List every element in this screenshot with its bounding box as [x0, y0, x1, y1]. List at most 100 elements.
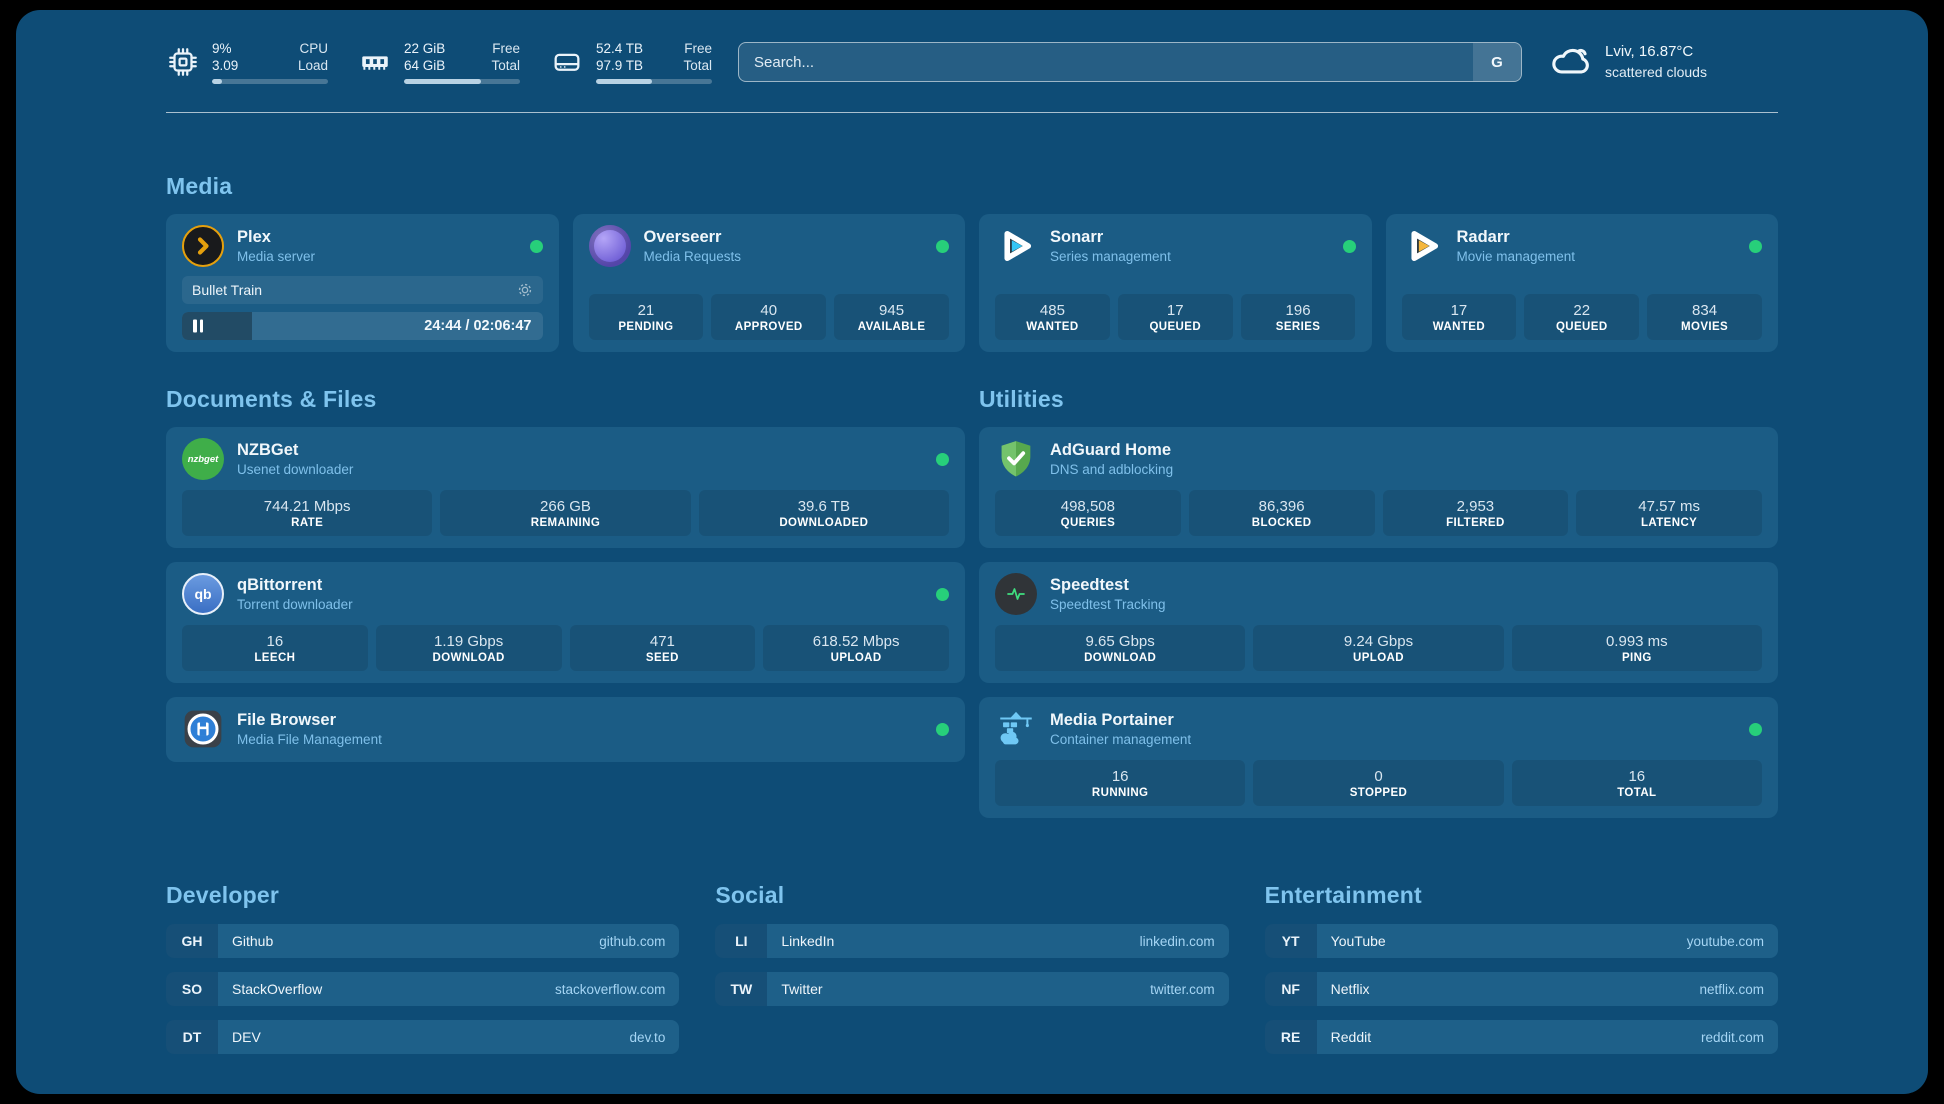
card-filebrowser[interactable]: File Browser Media File Management — [166, 697, 965, 762]
social-links-group: Social LI LinkedIn linkedin.com TW Twitt… — [715, 882, 1229, 1054]
portainer-icon — [995, 708, 1037, 750]
disk-labels: Free Total — [683, 40, 712, 73]
stat-running: 16 RUNNING — [995, 760, 1246, 806]
card-overseerr[interactable]: Overseerr Media Requests 21 PENDING 40 A… — [572, 214, 965, 352]
card-portainer[interactable]: Media Portainer Container management 16 … — [979, 697, 1778, 818]
gear-icon[interactable] — [517, 282, 533, 298]
stat-rate: 744.21 Mbps RATE — [182, 490, 433, 536]
app-name: qBittorrent — [237, 575, 323, 594]
status-dot — [936, 587, 949, 601]
link-linkedin[interactable]: LI LinkedIn linkedin.com — [715, 924, 1229, 958]
search-engine-button[interactable]: G — [1473, 43, 1521, 81]
pause-icon[interactable] — [193, 319, 203, 333]
search-input[interactable] — [739, 43, 1473, 81]
nzbget-icon: nzbget — [182, 438, 224, 480]
stat-series: 196 SERIES — [1240, 294, 1356, 340]
status-dot — [936, 239, 949, 253]
card-sonarr[interactable]: Sonarr Series management 485 WANTED 17 Q… — [979, 214, 1372, 352]
ram-icon — [358, 45, 392, 79]
stat-upload: 618.52 Mbps UPLOAD — [763, 625, 949, 671]
link-tag: GH — [166, 924, 218, 958]
adguard-icon — [995, 438, 1037, 480]
section-title-social: Social — [715, 882, 785, 908]
app-name: Radarr — [1456, 227, 1510, 246]
link-youtube[interactable]: YT YouTube youtube.com — [1264, 924, 1778, 958]
app-desc: Media File Management — [237, 731, 382, 747]
app-desc: Media Requests — [643, 248, 742, 264]
filebrowser-icon — [182, 708, 224, 750]
app-name: Speedtest — [1050, 575, 1129, 594]
link-name: YouTube — [1330, 933, 1386, 949]
link-name: Reddit — [1330, 1029, 1372, 1045]
dashboard-page: 9% 3.09 CPU Load — [16, 10, 1928, 1094]
card-plex[interactable]: Plex Media server Bullet Train — [166, 214, 559, 352]
stat-available: 945 AVAILABLE — [834, 294, 949, 340]
app-desc: DNS and adblocking — [1050, 461, 1174, 477]
link-twitter[interactable]: TW Twitter twitter.com — [715, 972, 1229, 1006]
link-url: reddit.com — [1700, 1029, 1764, 1045]
developer-links-group: Developer GH Github github.com SO StackO… — [166, 882, 680, 1054]
card-speedtest[interactable]: Speedtest Speedtest Tracking 9.65 Gbps D… — [979, 562, 1778, 683]
section-title-utilities: Utilities — [979, 386, 1064, 412]
app-name: File Browser — [237, 710, 337, 729]
link-name: Github — [232, 933, 274, 949]
app-desc: Torrent downloader — [237, 596, 353, 612]
link-reddit[interactable]: RE Reddit reddit.com — [1264, 1020, 1778, 1054]
disk-values: 52.4 TB 97.9 TB — [596, 40, 644, 73]
app-desc: Media server — [237, 248, 316, 264]
link-stackoverflow[interactable]: SO StackOverflow stackoverflow.com — [166, 972, 680, 1006]
header-divider — [166, 112, 1778, 113]
weather-location: Lviv, 16.87°C — [1605, 43, 1694, 61]
speedtest-icon — [995, 573, 1037, 615]
playback-progress-bar[interactable]: 24:44 / 02:06:47 — [182, 312, 543, 340]
stat-wanted: 485 WANTED — [995, 294, 1110, 340]
section-title-media: Media — [166, 173, 233, 199]
stat-wanted: 17 WANTED — [1401, 294, 1517, 340]
weather-condition: scattered clouds — [1605, 63, 1707, 80]
stat-queued: 17 QUEUED — [1117, 294, 1233, 340]
ram-values: 22 GiB 64 GiB — [404, 40, 446, 73]
stat-seed: 471 SEED — [569, 625, 756, 671]
link-url: linkedin.com — [1139, 933, 1215, 949]
app-name: Sonarr — [1050, 227, 1104, 246]
search-bar: G — [738, 42, 1522, 82]
section-title-entertainment: Entertainment — [1264, 882, 1422, 908]
stat-download: 9.65 Gbps DOWNLOAD — [995, 625, 1246, 671]
overseerr-icon — [588, 225, 631, 267]
system-stats: 9% 3.09 CPU Load — [166, 40, 712, 85]
link-name: DEV — [232, 1029, 261, 1045]
link-dev[interactable]: DT DEV dev.to — [166, 1020, 680, 1054]
playback-time: 24:44 / 02:06:47 — [424, 318, 532, 334]
link-url: github.com — [599, 933, 666, 949]
app-desc: Movie management — [1456, 248, 1576, 264]
link-tag: RE — [1264, 1020, 1317, 1054]
ram-stat: 22 GiB 64 GiB Free Total — [358, 40, 520, 85]
link-github[interactable]: GH Github github.com — [166, 924, 680, 958]
stat-stopped: 0 STOPPED — [1253, 760, 1504, 806]
entertainment-links-group: Entertainment YT YouTube youtube.com NF … — [1264, 882, 1778, 1054]
plex-icon — [182, 225, 224, 267]
qbittorrent-icon: qb — [182, 573, 224, 615]
link-tag: NF — [1264, 972, 1317, 1006]
link-url: dev.to — [629, 1029, 666, 1045]
disk-icon — [550, 45, 584, 79]
app-name: NZBGet — [237, 440, 299, 459]
link-name: Twitter — [781, 981, 823, 997]
cpu-icon — [166, 45, 200, 79]
app-name: Plex — [237, 227, 271, 246]
section-title-docs: Documents & Files — [166, 386, 377, 412]
stat-pending: 21 PENDING — [588, 294, 704, 340]
card-nzbget[interactable]: nzbget NZBGet Usenet downloader 744.21 M… — [166, 427, 965, 548]
link-url: twitter.com — [1150, 981, 1215, 997]
card-radarr[interactable]: Radarr Movie management 17 WANTED 22 QUE… — [1385, 214, 1778, 352]
link-netflix[interactable]: NF Netflix netflix.com — [1264, 972, 1778, 1006]
card-adguard[interactable]: AdGuard Home DNS and adblocking 498,508 … — [979, 427, 1778, 548]
now-playing-title: Bullet Train — [192, 282, 263, 298]
link-name: LinkedIn — [781, 933, 835, 949]
status-dot — [1342, 239, 1356, 253]
documents-column: Documents & Files nzbget NZBGet Usenet d… — [166, 386, 965, 762]
card-qbittorrent[interactable]: qb qBittorrent Torrent downloader 16 — [166, 562, 965, 683]
stat-movies: 834 MOVIES — [1647, 294, 1762, 340]
cpu-progress-bar — [212, 79, 328, 85]
stat-total: 16 TOTAL — [1511, 760, 1762, 806]
